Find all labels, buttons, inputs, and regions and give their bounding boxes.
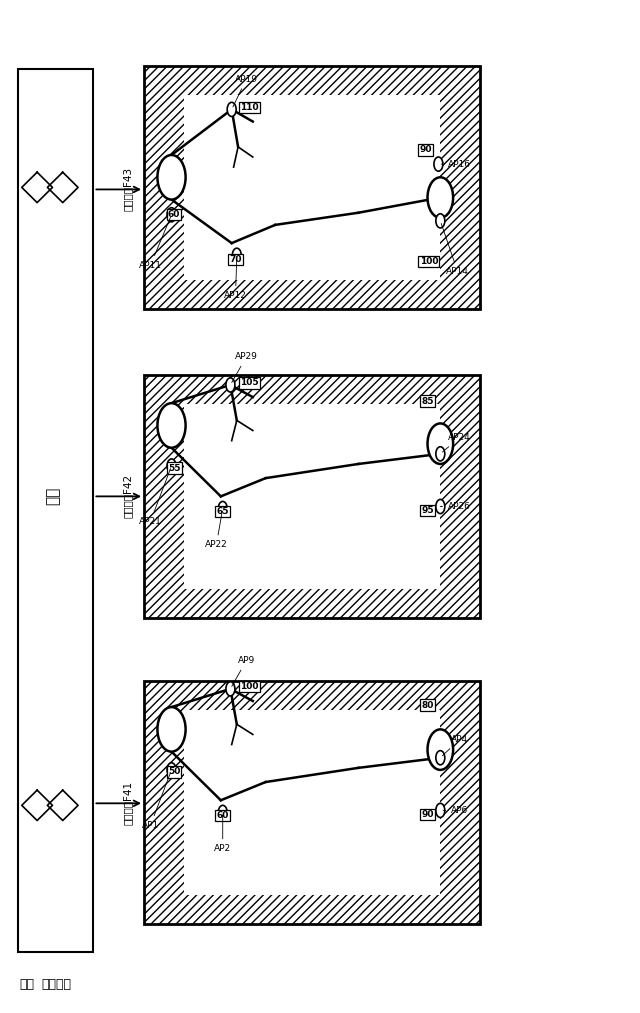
Text: 110: 110 — [240, 103, 259, 111]
Circle shape — [436, 803, 445, 817]
Text: 55: 55 — [168, 464, 180, 472]
Circle shape — [428, 423, 453, 464]
Text: 50: 50 — [168, 768, 180, 776]
Text: AP4: AP4 — [442, 735, 468, 756]
Text: AP21: AP21 — [139, 469, 170, 526]
Text: AP12: AP12 — [224, 258, 247, 300]
Circle shape — [227, 102, 236, 116]
Circle shape — [167, 459, 176, 473]
Text: 85: 85 — [421, 397, 434, 405]
Bar — [184, 710, 440, 894]
Text: AP2: AP2 — [214, 815, 231, 853]
Bar — [18, 69, 93, 952]
Text: 60: 60 — [168, 211, 180, 219]
Text: 95: 95 — [421, 506, 434, 515]
Circle shape — [157, 707, 186, 752]
Text: AP26: AP26 — [440, 502, 471, 511]
Bar — [144, 681, 480, 924]
Circle shape — [218, 805, 227, 820]
Bar — [184, 95, 440, 280]
Text: 奔行き値: 奔行き値 — [42, 978, 71, 991]
Circle shape — [167, 763, 176, 777]
Circle shape — [428, 177, 453, 218]
Text: AP22: AP22 — [205, 512, 228, 549]
Text: AP1: AP1 — [142, 773, 170, 830]
Text: フレームF43: フレームF43 — [123, 167, 133, 212]
Circle shape — [226, 682, 235, 696]
Circle shape — [157, 155, 186, 200]
Bar — [184, 404, 440, 589]
Text: 位置: 位置 — [19, 978, 35, 991]
Text: AP19: AP19 — [233, 75, 258, 107]
Bar — [144, 375, 480, 618]
Text: AP9: AP9 — [232, 656, 255, 687]
Text: 90: 90 — [419, 146, 432, 154]
Circle shape — [167, 208, 176, 222]
Text: AP14: AP14 — [441, 224, 469, 276]
Circle shape — [157, 403, 186, 448]
Circle shape — [436, 214, 445, 228]
Text: 80: 80 — [421, 701, 434, 709]
Text: 100: 100 — [420, 257, 438, 265]
Text: 70: 70 — [229, 255, 242, 263]
Text: AP29: AP29 — [232, 353, 258, 383]
Text: AP6: AP6 — [443, 806, 468, 814]
Text: 60: 60 — [216, 811, 229, 820]
Text: フレームF41: フレームF41 — [123, 781, 133, 826]
Bar — [144, 66, 480, 309]
Circle shape — [436, 751, 445, 765]
Text: フレームF42: フレームF42 — [123, 474, 133, 519]
Text: AP11: AP11 — [139, 218, 170, 269]
Text: 105: 105 — [240, 379, 259, 387]
Circle shape — [436, 447, 445, 461]
Text: AP24: AP24 — [442, 434, 471, 452]
Circle shape — [434, 157, 443, 171]
Text: 65: 65 — [216, 508, 229, 516]
Circle shape — [226, 378, 235, 392]
Circle shape — [436, 499, 445, 514]
Text: 100: 100 — [241, 683, 259, 691]
Circle shape — [218, 501, 227, 516]
Text: AP16: AP16 — [441, 160, 471, 168]
Circle shape — [428, 729, 453, 770]
Text: 90: 90 — [421, 810, 434, 819]
Text: 映像: 映像 — [45, 487, 60, 505]
Circle shape — [232, 248, 241, 262]
